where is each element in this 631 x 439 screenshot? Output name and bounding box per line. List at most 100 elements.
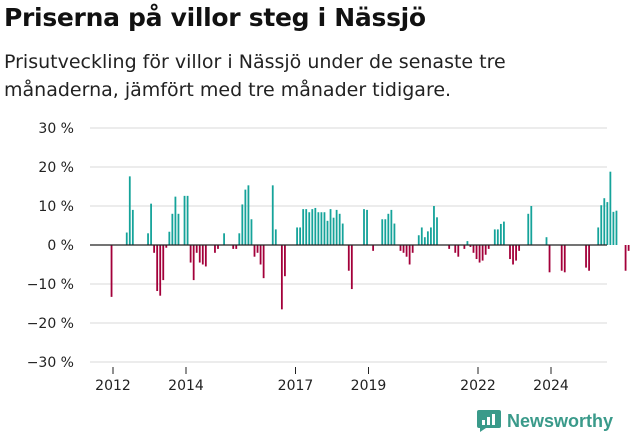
bar xyxy=(381,219,384,245)
bar xyxy=(436,217,438,245)
bar xyxy=(271,185,274,245)
bar xyxy=(530,206,533,245)
bar xyxy=(326,220,329,245)
bar xyxy=(244,189,247,245)
bar xyxy=(329,209,332,245)
bar xyxy=(484,245,487,255)
bar xyxy=(350,245,353,290)
bar xyxy=(232,245,235,249)
bar xyxy=(563,245,566,273)
bar xyxy=(493,229,496,245)
bar xyxy=(259,245,262,265)
bar xyxy=(305,209,308,245)
bar xyxy=(311,209,314,245)
bar xyxy=(153,245,156,253)
bar xyxy=(606,202,609,245)
bar xyxy=(110,245,113,297)
bar xyxy=(217,245,219,249)
bar xyxy=(512,245,514,265)
bar xyxy=(496,229,499,245)
bar xyxy=(466,241,469,245)
bar xyxy=(499,223,502,245)
bar xyxy=(296,227,298,245)
bar xyxy=(518,245,521,251)
bar xyxy=(585,245,587,268)
bar xyxy=(423,237,426,245)
bar xyxy=(430,227,432,245)
x-tick-label: 2022 xyxy=(460,378,496,394)
bar xyxy=(560,245,563,271)
bar xyxy=(189,245,192,263)
bar xyxy=(405,245,408,257)
bar xyxy=(600,205,603,245)
bar xyxy=(201,245,204,265)
bar xyxy=(323,212,326,245)
y-tick-label: 20 % xyxy=(38,160,74,176)
bar xyxy=(363,209,365,245)
bar xyxy=(198,245,201,263)
bar xyxy=(341,223,344,245)
bar xyxy=(131,209,134,245)
y-axis-ticks: 30 % 20 % 10 % 0 % −10 % −20 % −30 % xyxy=(27,121,74,371)
bar xyxy=(347,245,350,271)
y-tick-label: −10 % xyxy=(27,277,74,293)
bar xyxy=(454,245,457,253)
bar xyxy=(162,245,165,281)
x-tick-label: 2017 xyxy=(278,378,314,394)
bar xyxy=(171,213,174,245)
bar xyxy=(308,212,311,245)
brand-name: Newsworthy xyxy=(507,410,614,431)
bar xyxy=(335,209,338,245)
bar xyxy=(603,198,606,245)
bar xyxy=(241,204,244,245)
bar xyxy=(302,209,305,245)
bar xyxy=(250,219,253,245)
bar xyxy=(469,245,472,247)
bar xyxy=(408,245,411,265)
bar xyxy=(624,245,627,271)
bar xyxy=(156,245,159,292)
bar xyxy=(402,245,405,253)
bars xyxy=(110,171,630,310)
bar xyxy=(128,176,131,245)
bar xyxy=(609,171,612,245)
bar xyxy=(174,196,177,245)
bar xyxy=(186,195,189,245)
bar xyxy=(472,245,475,253)
bar xyxy=(475,245,478,260)
bar xyxy=(168,231,171,245)
bar xyxy=(159,245,162,296)
bar xyxy=(597,227,600,245)
bar xyxy=(284,245,286,277)
bar xyxy=(527,213,530,245)
bar xyxy=(183,195,186,245)
bar xyxy=(223,233,225,245)
bar xyxy=(478,245,481,263)
y-tick-label: 10 % xyxy=(38,199,74,215)
bar xyxy=(612,211,615,245)
bar xyxy=(399,245,402,251)
bar xyxy=(509,245,511,260)
bar xyxy=(426,231,429,245)
bar xyxy=(177,213,180,245)
bar xyxy=(332,217,335,245)
bar xyxy=(204,245,207,267)
y-tick-label: −30 % xyxy=(27,355,74,371)
bar xyxy=(545,237,548,245)
bar xyxy=(125,232,128,245)
bar xyxy=(247,185,250,245)
bar xyxy=(238,233,241,245)
bar xyxy=(627,245,630,251)
bar xyxy=(192,245,195,281)
bar xyxy=(147,233,149,245)
bar xyxy=(588,245,590,271)
newsworthy-logo-icon xyxy=(477,410,501,432)
bar xyxy=(457,245,460,257)
bar xyxy=(320,212,323,245)
bar xyxy=(503,221,505,245)
x-tick-label: 2019 xyxy=(351,378,387,394)
bar xyxy=(235,245,238,249)
bar xyxy=(615,210,618,245)
bar xyxy=(433,206,435,245)
